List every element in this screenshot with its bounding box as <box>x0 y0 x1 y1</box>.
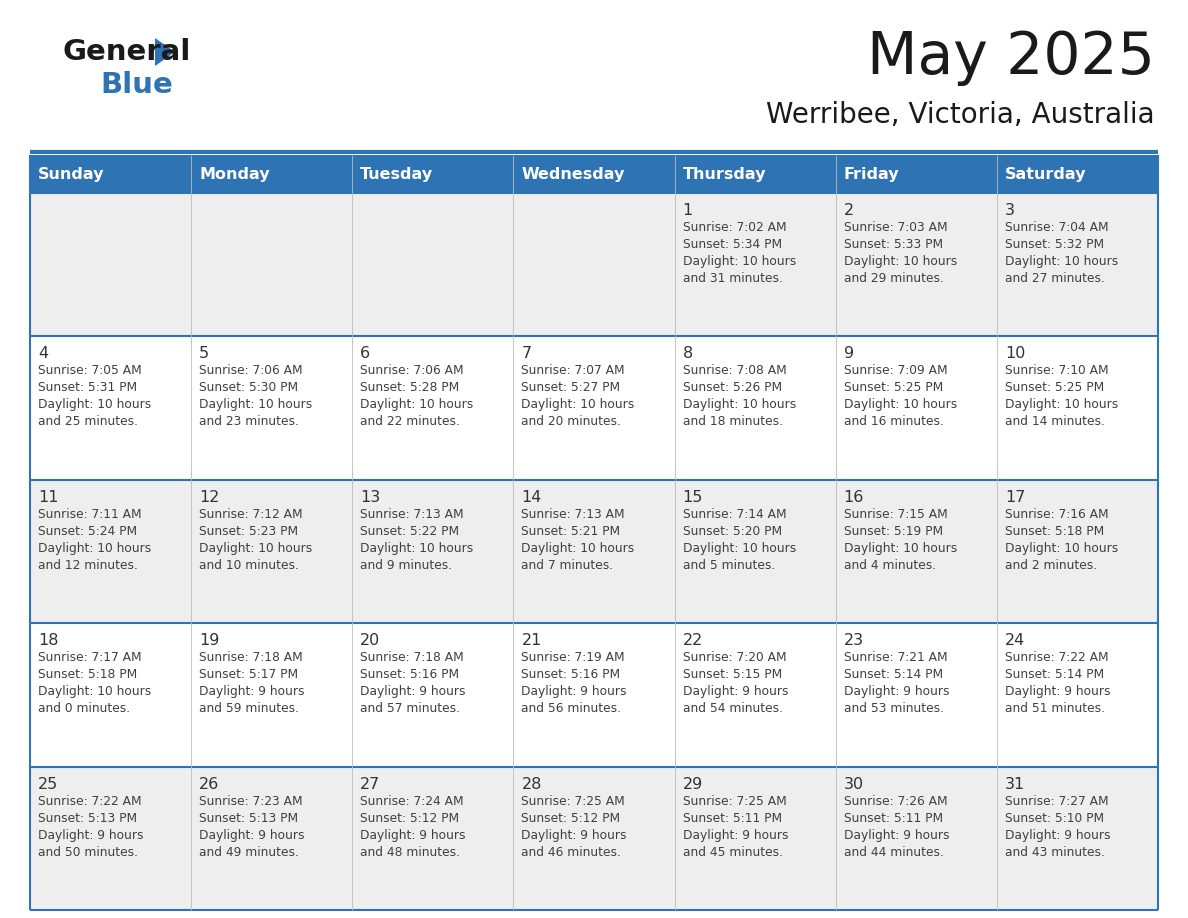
Bar <box>997 155 1158 193</box>
Text: Sunrise: 7:18 AM
Sunset: 5:16 PM
Daylight: 9 hours
and 57 minutes.: Sunrise: 7:18 AM Sunset: 5:16 PM Dayligh… <box>360 651 466 715</box>
Text: 18: 18 <box>38 633 58 648</box>
Text: 21: 21 <box>522 633 542 648</box>
Text: Sunrise: 7:11 AM
Sunset: 5:24 PM
Daylight: 10 hours
and 12 minutes.: Sunrise: 7:11 AM Sunset: 5:24 PM Dayligh… <box>38 508 151 572</box>
Text: Sunrise: 7:06 AM
Sunset: 5:28 PM
Daylight: 10 hours
and 22 minutes.: Sunrise: 7:06 AM Sunset: 5:28 PM Dayligh… <box>360 364 474 429</box>
Bar <box>30 767 1158 910</box>
Bar <box>30 480 1158 623</box>
Text: 4: 4 <box>38 346 49 362</box>
Text: Werribee, Victoria, Australia: Werribee, Victoria, Australia <box>766 101 1155 129</box>
Text: 22: 22 <box>683 633 703 648</box>
Text: 14: 14 <box>522 490 542 505</box>
Text: General: General <box>62 38 190 66</box>
Text: Saturday: Saturday <box>1005 166 1086 182</box>
Bar <box>30 193 1158 336</box>
Text: Sunrise: 7:13 AM
Sunset: 5:22 PM
Daylight: 10 hours
and 9 minutes.: Sunrise: 7:13 AM Sunset: 5:22 PM Dayligh… <box>360 508 474 572</box>
Text: Sunrise: 7:13 AM
Sunset: 5:21 PM
Daylight: 10 hours
and 7 minutes.: Sunrise: 7:13 AM Sunset: 5:21 PM Dayligh… <box>522 508 634 572</box>
Text: Sunrise: 7:17 AM
Sunset: 5:18 PM
Daylight: 10 hours
and 0 minutes.: Sunrise: 7:17 AM Sunset: 5:18 PM Dayligh… <box>38 651 151 715</box>
Text: Wednesday: Wednesday <box>522 166 625 182</box>
Text: 27: 27 <box>360 777 380 791</box>
Text: 12: 12 <box>200 490 220 505</box>
Text: Sunrise: 7:23 AM
Sunset: 5:13 PM
Daylight: 9 hours
and 49 minutes.: Sunrise: 7:23 AM Sunset: 5:13 PM Dayligh… <box>200 795 304 858</box>
Text: 2: 2 <box>843 203 854 218</box>
Text: Sunrise: 7:09 AM
Sunset: 5:25 PM
Daylight: 10 hours
and 16 minutes.: Sunrise: 7:09 AM Sunset: 5:25 PM Dayligh… <box>843 364 958 429</box>
Text: 24: 24 <box>1005 633 1025 648</box>
Bar <box>191 155 353 193</box>
Text: 1: 1 <box>683 203 693 218</box>
Text: 29: 29 <box>683 777 703 791</box>
Text: 7: 7 <box>522 346 531 362</box>
Text: Sunrise: 7:25 AM
Sunset: 5:11 PM
Daylight: 9 hours
and 45 minutes.: Sunrise: 7:25 AM Sunset: 5:11 PM Dayligh… <box>683 795 788 858</box>
Text: Monday: Monday <box>200 166 270 182</box>
Text: 13: 13 <box>360 490 380 505</box>
Text: May 2025: May 2025 <box>867 29 1155 86</box>
Bar <box>353 155 513 193</box>
Text: 16: 16 <box>843 490 864 505</box>
Text: 3: 3 <box>1005 203 1015 218</box>
Bar <box>30 336 1158 480</box>
Text: 11: 11 <box>38 490 58 505</box>
Text: Sunrise: 7:02 AM
Sunset: 5:34 PM
Daylight: 10 hours
and 31 minutes.: Sunrise: 7:02 AM Sunset: 5:34 PM Dayligh… <box>683 221 796 285</box>
Text: Sunrise: 7:04 AM
Sunset: 5:32 PM
Daylight: 10 hours
and 27 minutes.: Sunrise: 7:04 AM Sunset: 5:32 PM Dayligh… <box>1005 221 1118 285</box>
Text: 10: 10 <box>1005 346 1025 362</box>
Text: 23: 23 <box>843 633 864 648</box>
Text: 20: 20 <box>360 633 380 648</box>
Text: Sunrise: 7:14 AM
Sunset: 5:20 PM
Daylight: 10 hours
and 5 minutes.: Sunrise: 7:14 AM Sunset: 5:20 PM Dayligh… <box>683 508 796 572</box>
Text: Friday: Friday <box>843 166 899 182</box>
Text: Sunrise: 7:19 AM
Sunset: 5:16 PM
Daylight: 9 hours
and 56 minutes.: Sunrise: 7:19 AM Sunset: 5:16 PM Dayligh… <box>522 651 627 715</box>
Bar <box>513 155 675 193</box>
Text: 8: 8 <box>683 346 693 362</box>
Text: Sunrise: 7:12 AM
Sunset: 5:23 PM
Daylight: 10 hours
and 10 minutes.: Sunrise: 7:12 AM Sunset: 5:23 PM Dayligh… <box>200 508 312 572</box>
Text: 25: 25 <box>38 777 58 791</box>
Text: Sunrise: 7:21 AM
Sunset: 5:14 PM
Daylight: 9 hours
and 53 minutes.: Sunrise: 7:21 AM Sunset: 5:14 PM Dayligh… <box>843 651 949 715</box>
Text: 19: 19 <box>200 633 220 648</box>
Text: 17: 17 <box>1005 490 1025 505</box>
Text: Sunrise: 7:25 AM
Sunset: 5:12 PM
Daylight: 9 hours
and 46 minutes.: Sunrise: 7:25 AM Sunset: 5:12 PM Dayligh… <box>522 795 627 858</box>
Text: 15: 15 <box>683 490 703 505</box>
Text: 26: 26 <box>200 777 220 791</box>
Bar <box>30 623 1158 767</box>
Text: Sunrise: 7:05 AM
Sunset: 5:31 PM
Daylight: 10 hours
and 25 minutes.: Sunrise: 7:05 AM Sunset: 5:31 PM Dayligh… <box>38 364 151 429</box>
Text: Sunrise: 7:26 AM
Sunset: 5:11 PM
Daylight: 9 hours
and 44 minutes.: Sunrise: 7:26 AM Sunset: 5:11 PM Dayligh… <box>843 795 949 858</box>
Text: Sunrise: 7:03 AM
Sunset: 5:33 PM
Daylight: 10 hours
and 29 minutes.: Sunrise: 7:03 AM Sunset: 5:33 PM Dayligh… <box>843 221 958 285</box>
Bar <box>30 155 191 193</box>
Text: Sunday: Sunday <box>38 166 105 182</box>
Text: Sunrise: 7:07 AM
Sunset: 5:27 PM
Daylight: 10 hours
and 20 minutes.: Sunrise: 7:07 AM Sunset: 5:27 PM Dayligh… <box>522 364 634 429</box>
Text: 28: 28 <box>522 777 542 791</box>
Text: 30: 30 <box>843 777 864 791</box>
Polygon shape <box>154 38 175 66</box>
Text: 9: 9 <box>843 346 854 362</box>
Text: Sunrise: 7:27 AM
Sunset: 5:10 PM
Daylight: 9 hours
and 43 minutes.: Sunrise: 7:27 AM Sunset: 5:10 PM Dayligh… <box>1005 795 1111 858</box>
Text: Sunrise: 7:15 AM
Sunset: 5:19 PM
Daylight: 10 hours
and 4 minutes.: Sunrise: 7:15 AM Sunset: 5:19 PM Dayligh… <box>843 508 958 572</box>
Bar <box>675 155 835 193</box>
Text: Sunrise: 7:06 AM
Sunset: 5:30 PM
Daylight: 10 hours
and 23 minutes.: Sunrise: 7:06 AM Sunset: 5:30 PM Dayligh… <box>200 364 312 429</box>
Text: Sunrise: 7:22 AM
Sunset: 5:14 PM
Daylight: 9 hours
and 51 minutes.: Sunrise: 7:22 AM Sunset: 5:14 PM Dayligh… <box>1005 651 1111 715</box>
Text: Sunrise: 7:10 AM
Sunset: 5:25 PM
Daylight: 10 hours
and 14 minutes.: Sunrise: 7:10 AM Sunset: 5:25 PM Dayligh… <box>1005 364 1118 429</box>
Text: Blue: Blue <box>100 71 172 99</box>
Text: 5: 5 <box>200 346 209 362</box>
Text: Sunrise: 7:24 AM
Sunset: 5:12 PM
Daylight: 9 hours
and 48 minutes.: Sunrise: 7:24 AM Sunset: 5:12 PM Dayligh… <box>360 795 466 858</box>
Text: Sunrise: 7:20 AM
Sunset: 5:15 PM
Daylight: 9 hours
and 54 minutes.: Sunrise: 7:20 AM Sunset: 5:15 PM Dayligh… <box>683 651 788 715</box>
Text: Sunrise: 7:22 AM
Sunset: 5:13 PM
Daylight: 9 hours
and 50 minutes.: Sunrise: 7:22 AM Sunset: 5:13 PM Dayligh… <box>38 795 144 858</box>
Text: Sunrise: 7:08 AM
Sunset: 5:26 PM
Daylight: 10 hours
and 18 minutes.: Sunrise: 7:08 AM Sunset: 5:26 PM Dayligh… <box>683 364 796 429</box>
Text: Sunrise: 7:18 AM
Sunset: 5:17 PM
Daylight: 9 hours
and 59 minutes.: Sunrise: 7:18 AM Sunset: 5:17 PM Dayligh… <box>200 651 304 715</box>
Text: 6: 6 <box>360 346 371 362</box>
Text: Sunrise: 7:16 AM
Sunset: 5:18 PM
Daylight: 10 hours
and 2 minutes.: Sunrise: 7:16 AM Sunset: 5:18 PM Dayligh… <box>1005 508 1118 572</box>
Text: Tuesday: Tuesday <box>360 166 434 182</box>
Bar <box>835 155 997 193</box>
Text: Thursday: Thursday <box>683 166 766 182</box>
Text: 31: 31 <box>1005 777 1025 791</box>
